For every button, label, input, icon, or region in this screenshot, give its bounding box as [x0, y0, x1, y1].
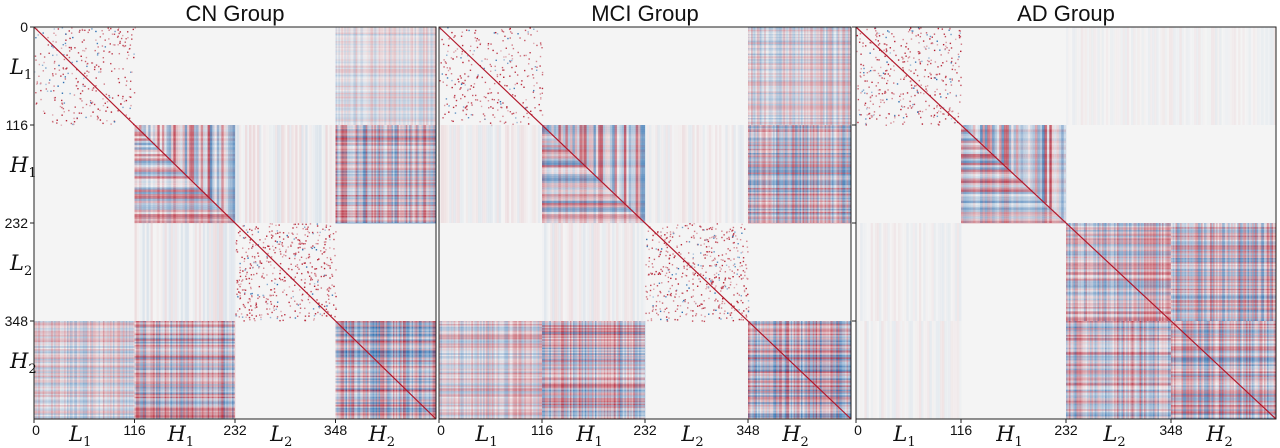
diagonal-line	[438, 26, 852, 420]
heatmap-block-3-3	[335, 321, 437, 420]
heatmap-block-3-0	[856, 321, 962, 419]
x-tick-label: 0	[437, 422, 445, 438]
heatmap-block-1-3	[748, 125, 852, 224]
x-tick-label: 232	[1054, 422, 1078, 438]
panel-title: MCI Group	[591, 1, 699, 26]
heatmap-panel-1: CN Group 0 116 232 348 L1 H1 L2 H2 0 116 232 348 L1 H1…	[5, 1, 437, 448]
heatmap-block-0-3	[748, 27, 852, 126]
heatmap-block-1-1	[961, 125, 1067, 224]
x-tick-label: 116	[123, 422, 146, 438]
x-tick-label: 116	[531, 422, 554, 438]
x-block-label: H1	[575, 422, 603, 448]
x-tick-label: 348	[324, 422, 348, 438]
x-block-label: H1	[995, 422, 1023, 448]
heatmap-block-0-0	[856, 27, 963, 126]
heatmap-block-0-0	[439, 27, 544, 127]
heatmap-block-2-2	[235, 223, 337, 322]
x-block-label: H2	[1205, 422, 1233, 448]
x-tick-label: 232	[223, 422, 247, 438]
y-tick-label: 0	[20, 19, 28, 35]
diagonal-line	[33, 26, 437, 420]
x-block-label: L2	[1102, 422, 1125, 448]
heatmap-block-3-0	[439, 321, 543, 420]
heatmap-block-2-1	[134, 223, 236, 321]
heatmap-block-0-3	[335, 27, 437, 126]
heatmap-block-2-0	[856, 223, 962, 321]
y-block-label: H1	[9, 153, 37, 181]
diagonal-line	[855, 26, 1277, 420]
heatmap-block-2-3	[1171, 223, 1277, 322]
panel-title: CN Group	[185, 1, 284, 26]
x-block-label: L2	[269, 422, 292, 448]
heatmap-block-1-1	[542, 125, 646, 224]
x-tick-label: 0	[32, 422, 40, 438]
heatmap-block-3-2	[1066, 321, 1172, 420]
heatmap-block-1-3	[335, 125, 437, 224]
y-block-label: L1	[9, 55, 32, 83]
y-tick-label: 348	[5, 313, 29, 329]
heatmap-block-2-2	[645, 223, 750, 323]
x-tick-label: 232	[633, 422, 657, 438]
heatmap-block-0-0	[34, 27, 136, 126]
heatmap-block-2-2	[1066, 223, 1172, 322]
x-block-label: L2	[680, 422, 703, 448]
x-tick-label: 0	[854, 422, 862, 438]
x-tick-label: 116	[950, 422, 973, 438]
heatmap-panel-3: AD Group 0 116 232 348 L1 H1 L2 H2	[852, 1, 1277, 448]
heatmap-block-3-0	[34, 321, 135, 420]
heatmap-block-0-2	[1066, 27, 1172, 125]
heatmap-block-1-0	[439, 125, 543, 223]
panel-title: AD Group	[1017, 1, 1115, 26]
x-block-label: L1	[68, 422, 91, 448]
x-block-label: H2	[781, 422, 809, 448]
heatmap-block-0-3	[1171, 27, 1277, 125]
x-block-label: H1	[166, 422, 194, 448]
x-block-label: L1	[892, 422, 915, 448]
heatmap-block-1-1	[134, 125, 236, 224]
y-block-label: H2	[9, 349, 37, 377]
heatmap-panel-2: MCI Group 0 116 232 348 L1 H1 L2 H2	[437, 1, 852, 448]
heatmap-block-1-2	[235, 125, 336, 223]
x-tick-label: 348	[1159, 422, 1183, 438]
y-block-label: L2	[9, 251, 32, 279]
heatmap-block-2-1	[542, 223, 646, 321]
x-block-label: L1	[474, 422, 497, 448]
x-tick-label: 348	[736, 422, 760, 438]
y-tick-label: 116	[6, 117, 29, 133]
heatmap-block-3-1	[542, 321, 646, 420]
y-tick-label: 232	[5, 215, 29, 231]
x-block-label: H2	[367, 422, 395, 448]
heatmap-block-3-1	[134, 321, 236, 420]
heatmap-block-1-2	[645, 125, 749, 223]
